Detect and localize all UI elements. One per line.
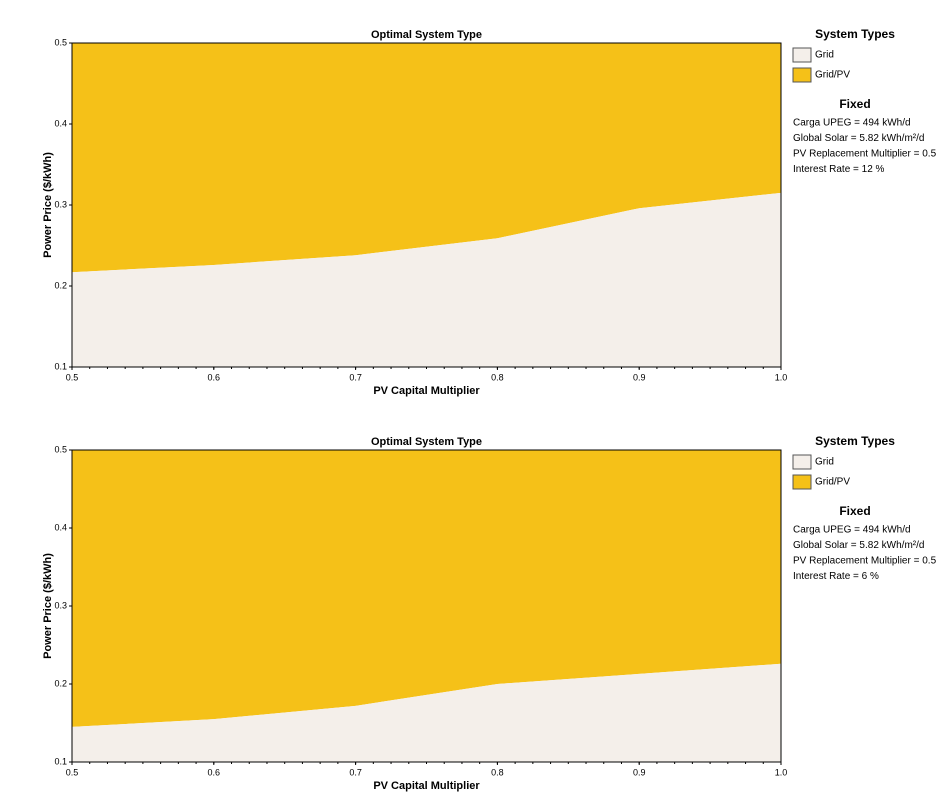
x-tick-label: 0.5 [66, 767, 79, 777]
y-tick-label: 0.2 [54, 280, 67, 290]
y-tick-label: 0.4 [54, 118, 67, 128]
fixed-line: PV Replacement Multiplier = 0.5 [793, 556, 937, 567]
y-tick-label: 0.5 [54, 37, 67, 47]
y-tick-label: 0.1 [54, 756, 67, 766]
region-upper [72, 43, 781, 273]
fixed-line: Interest Rate = 12 % [793, 164, 885, 175]
x-axis-label: PV Capital Multiplier [373, 780, 480, 792]
x-axis-label: PV Capital Multiplier [373, 385, 480, 397]
y-axis-label: Power Price ($/kWh) [42, 553, 54, 659]
fixed-line: Carga UPEG = 494 kWh/d [793, 525, 911, 536]
legend-label: Grid [815, 457, 834, 468]
legend-label: Grid [815, 50, 834, 61]
x-tick-label: 0.5 [66, 372, 79, 382]
chart-title: Optimal System Type [371, 436, 482, 448]
x-tick-label: 1.0 [775, 767, 788, 777]
legend-swatch [792, 67, 812, 83]
y-tick-label: 0.3 [54, 600, 67, 610]
fixed-line: Interest Rate = 6 % [793, 571, 879, 582]
y-axis-label: Power Price ($/kWh) [42, 152, 54, 258]
fixed-title: Fixed [839, 504, 870, 518]
y-tick-label: 0.4 [54, 522, 67, 532]
region-lower [72, 663, 781, 762]
x-tick-label: 0.7 [349, 767, 362, 777]
x-tick-label: 1.0 [775, 372, 788, 382]
x-tick-label: 0.9 [633, 372, 646, 382]
legend-swatch [792, 474, 812, 490]
legend-title: System Types [815, 27, 895, 41]
x-tick-label: 0.9 [633, 767, 646, 777]
x-tick-label: 0.8 [491, 372, 504, 382]
legend-label: Grid/PV [815, 477, 850, 488]
fixed-line: Global Solar = 5.82 kWh/m²/d [793, 540, 924, 551]
x-tick-label: 0.6 [208, 372, 221, 382]
fixed-line: Carga UPEG = 494 kWh/d [793, 118, 911, 129]
fixed-line: Global Solar = 5.82 kWh/m²/d [793, 133, 924, 144]
y-tick-label: 0.3 [54, 199, 67, 209]
y-tick-label: 0.5 [54, 444, 67, 454]
chart-title: Optimal System Type [371, 29, 482, 41]
fixed-title: Fixed [839, 97, 870, 111]
legend-title: System Types [815, 434, 895, 448]
region-lower [72, 192, 781, 367]
x-tick-label: 0.8 [491, 767, 504, 777]
legend-label: Grid/PV [815, 70, 850, 81]
region-upper [72, 450, 781, 727]
x-tick-label: 0.7 [349, 372, 362, 382]
x-tick-label: 0.6 [208, 767, 221, 777]
legend-swatch [792, 454, 812, 470]
y-tick-label: 0.1 [54, 361, 67, 371]
fixed-line: PV Replacement Multiplier = 0.5 [793, 149, 937, 160]
legend-swatch [792, 47, 812, 63]
y-tick-label: 0.2 [54, 678, 67, 688]
